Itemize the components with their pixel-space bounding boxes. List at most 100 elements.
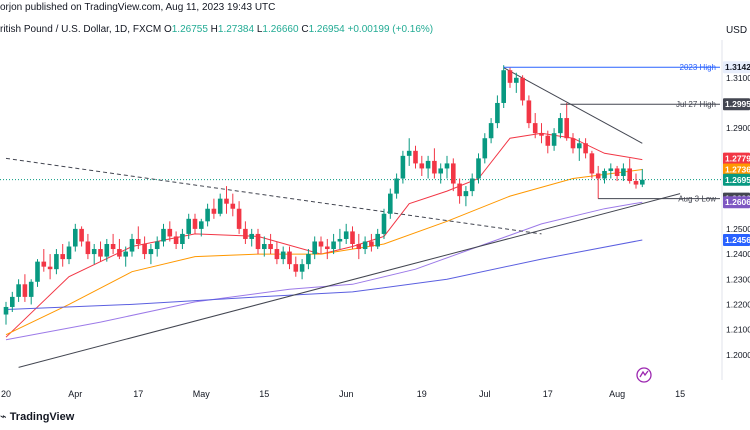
candle — [230, 193, 236, 217]
candle-body — [337, 238, 343, 242]
candle-body — [520, 77, 525, 101]
candle-body — [54, 254, 59, 270]
candle — [154, 236, 160, 257]
candle — [514, 72, 519, 93]
candle — [520, 75, 525, 106]
x-tick-label: May — [193, 389, 211, 399]
candle-body — [388, 193, 393, 214]
candle — [469, 173, 475, 197]
candle-body — [589, 153, 595, 174]
candle-body — [66, 246, 72, 260]
candle — [3, 301, 9, 325]
candle-body — [331, 241, 336, 250]
candle-body — [3, 306, 9, 315]
candle-body — [394, 178, 399, 194]
candle — [274, 241, 280, 265]
candle — [507, 67, 513, 88]
candle — [539, 123, 544, 144]
symbol-info: ritish Pound / U.S. Dollar, 1D, FXCM O1.… — [0, 24, 433, 35]
candle — [413, 145, 418, 169]
currency-label[interactable]: USD — [725, 25, 748, 36]
candle-body — [545, 135, 551, 146]
candle — [595, 165, 601, 199]
candle-body — [558, 118, 563, 134]
candle — [570, 133, 576, 154]
candle-body — [148, 249, 154, 255]
candle — [180, 228, 185, 250]
price-tag-bg — [723, 61, 750, 74]
candle-body — [287, 251, 292, 265]
candle — [432, 148, 437, 179]
price-tag: 1.2606 — [723, 196, 750, 209]
candle — [280, 246, 286, 265]
candle — [375, 228, 380, 250]
candle-body — [16, 284, 21, 297]
candle-body — [268, 244, 273, 250]
candle-body — [463, 191, 469, 197]
candle-body — [488, 123, 494, 139]
y-tick-label: 1.2200 — [726, 299, 750, 309]
price-tag-bg — [723, 196, 750, 209]
candle — [337, 228, 343, 250]
candle — [633, 173, 639, 189]
candle — [589, 150, 595, 179]
candle — [129, 233, 135, 257]
candle — [148, 244, 154, 265]
candle — [325, 238, 330, 260]
candle — [249, 228, 254, 247]
candle — [224, 186, 229, 214]
candle — [463, 186, 469, 207]
candle-body — [526, 100, 532, 124]
candle — [73, 223, 78, 252]
candle — [350, 226, 355, 250]
candle — [614, 165, 620, 182]
candle-body — [551, 133, 557, 146]
candle — [142, 236, 147, 260]
candle — [66, 241, 72, 265]
level-label: Jul 27 High — [676, 100, 716, 109]
candle — [545, 130, 551, 154]
candle-body — [280, 251, 286, 260]
candle-body — [413, 150, 418, 164]
candle-body — [306, 254, 311, 265]
candle — [192, 213, 198, 234]
brand-name: TradingView — [9, 411, 75, 423]
candle — [476, 153, 481, 184]
candle-body — [406, 150, 412, 156]
candle — [425, 155, 431, 179]
candle — [608, 163, 614, 179]
candle-body — [539, 133, 544, 136]
candle-body — [369, 241, 374, 247]
candle-body — [173, 236, 179, 244]
candle — [621, 163, 626, 182]
candle-body — [98, 249, 103, 257]
candle-body — [400, 155, 406, 179]
candle — [577, 138, 582, 161]
candle-body — [532, 123, 538, 134]
candle — [91, 244, 97, 265]
candle-body — [602, 170, 607, 179]
y-tick-label: 1.2900 — [726, 123, 750, 133]
candle — [205, 203, 210, 227]
candle — [551, 128, 557, 151]
candle-body — [501, 70, 506, 103]
publish-text: orjon published on TradingView.com, Aug … — [0, 2, 276, 13]
candle — [22, 274, 28, 302]
candle — [186, 213, 191, 239]
candle-body — [186, 218, 191, 234]
candle-body — [595, 173, 601, 179]
candle-body — [507, 70, 513, 83]
candle-body — [217, 198, 223, 214]
level-label: 2023 High — [680, 63, 716, 72]
candle-body — [614, 168, 620, 176]
candle — [457, 178, 462, 204]
price-tag-bg — [723, 173, 750, 186]
open-label: O — [163, 24, 172, 35]
candle-body — [255, 233, 261, 250]
price-tag: 1.2779 — [723, 152, 750, 165]
candle — [287, 246, 292, 270]
open-value: 1.26755 — [171, 24, 208, 35]
candle-body — [570, 138, 576, 149]
candle — [136, 226, 141, 250]
